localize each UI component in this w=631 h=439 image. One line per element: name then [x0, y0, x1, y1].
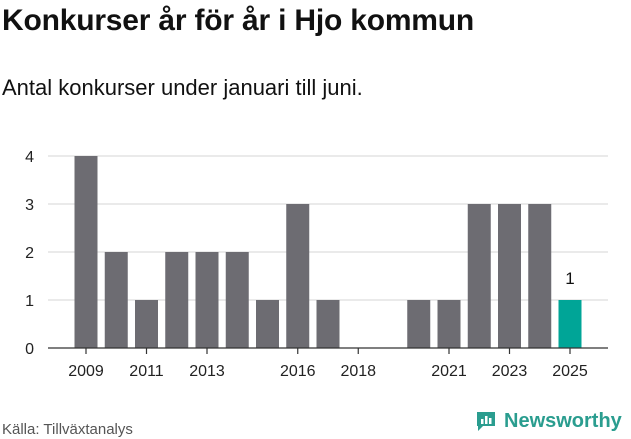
- bar-2025: [558, 300, 582, 348]
- bar-2009: [74, 156, 98, 348]
- newsworthy-logo: Newsworthy: [474, 409, 622, 433]
- bar-2010: [104, 252, 128, 348]
- chart-subtitle: Antal konkurser under januari till juni.: [2, 75, 363, 100]
- bar-2015: [256, 300, 279, 348]
- x-tick-label: 2013: [189, 363, 225, 380]
- x-tick-label: 2009: [68, 363, 104, 380]
- y-tick-label: 2: [25, 245, 34, 262]
- y-tick-label: 3: [25, 197, 34, 214]
- x-tick-label: 2023: [492, 363, 528, 380]
- newsworthy-logo-icon: [477, 412, 495, 431]
- chart-title: Konkurser år för år i Hjo kommun: [2, 4, 475, 37]
- bar-2016: [286, 204, 310, 348]
- bar-2017: [316, 300, 340, 348]
- y-tick-label: 1: [25, 293, 34, 310]
- x-tick-label: 2016: [280, 363, 316, 380]
- y-tick-label: 4: [25, 149, 34, 166]
- data-label-2025: 1: [565, 269, 574, 288]
- bar-2023: [498, 204, 521, 348]
- bar-2013: [195, 252, 219, 348]
- bar-2020: [407, 300, 431, 348]
- bar-2011: [135, 300, 158, 348]
- bar-2012: [165, 252, 189, 348]
- x-tick-label: 2011: [129, 363, 164, 380]
- bar-2021: [437, 300, 461, 348]
- y-tick-label: 0: [25, 341, 34, 358]
- bar-2014: [225, 252, 249, 348]
- bar-2024: [528, 204, 552, 348]
- x-tick-label: 2021: [431, 363, 467, 380]
- bar-chart: 0 1 2 3 4 2009 2011 2013 2016 2018 2021 2023 2025 1: [25, 149, 608, 380]
- bar-2022: [467, 204, 491, 348]
- source-note: Källa: Tillväxtanalys: [2, 421, 133, 438]
- brand-name: Newsworthy: [504, 409, 622, 432]
- x-tick-label: 2018: [340, 363, 376, 380]
- x-tick-label: 2025: [552, 363, 588, 380]
